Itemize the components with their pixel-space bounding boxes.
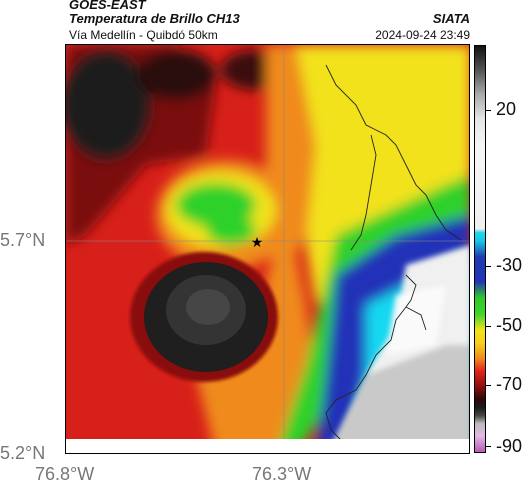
colorbar-tick-m70 [486, 385, 491, 386]
lat-tick-5-2: 5.2°N [0, 443, 46, 463]
colorbar-tick-20 [486, 110, 491, 111]
colorbar-tick-m90 [486, 446, 491, 447]
organization-label: SIATA [432, 11, 470, 26]
map-frame: ★ [65, 44, 470, 454]
colorbar [474, 45, 486, 453]
black-core-nw [66, 50, 151, 160]
location-star-marker: ★ [251, 234, 264, 250]
coastline-1 [325, 64, 462, 241]
green-blob-center-2 [206, 215, 256, 245]
lat-tick-5-7: 5.7°N [0, 230, 46, 250]
colorbar-label-20: 20 [496, 99, 517, 119]
colorbar-tick-m30 [486, 266, 491, 267]
timestamp-label: 2024-09-24 23:49 [375, 28, 470, 42]
colorbar-tick-m50 [486, 326, 491, 327]
product-title: Temperatura de Brillo CH13 [69, 11, 240, 26]
map-bottom-strip [66, 439, 469, 453]
coastline-4 [405, 306, 427, 331]
black-core-nw-2 [136, 50, 216, 100]
brightness-temperature-map: ★ [66, 45, 469, 453]
lon-tick-76-3: 76.3°W [252, 464, 312, 484]
colorbar-label-m50: -50 [496, 315, 523, 335]
satellite-title: GOES-EAST [69, 0, 146, 12]
coastline-2 [350, 134, 377, 251]
colorbar-label-m70: -70 [496, 374, 523, 394]
black-storm-core-center [186, 289, 230, 325]
white-patch-se [386, 285, 446, 355]
lon-tick-76-8: 76.8°W [35, 464, 95, 484]
coastline-3 [325, 274, 417, 453]
grey-region-se [327, 345, 469, 453]
colorbar-label-m90: -90 [496, 436, 523, 456]
colorbar-label-m30: -30 [496, 255, 523, 275]
location-subtitle: Vía Medellín - Quibdó 50km [69, 28, 218, 42]
